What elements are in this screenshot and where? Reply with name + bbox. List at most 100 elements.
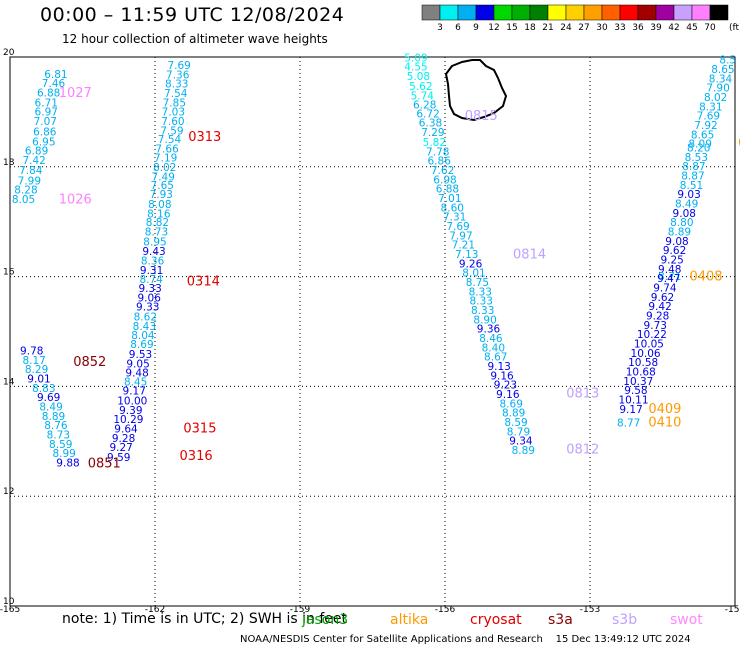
wave-height-point: 8.73 [47, 430, 70, 442]
wave-height-point: 9.08 [665, 236, 688, 248]
colorbar-unit: (ft) [729, 23, 740, 33]
pass-time-label: 0852 [73, 355, 106, 370]
colorbar-label: 9 [473, 23, 479, 33]
wave-height-point: 9.17 [619, 404, 642, 416]
wave-height-point: 6.38 [419, 118, 442, 130]
colorbar-label: 3 [437, 23, 443, 33]
wave-height-point: 8.76 [44, 420, 68, 432]
wave-height-point: 8.02 [153, 162, 176, 174]
lon-tick-label: -153 [580, 605, 600, 615]
wave-height-point: 6.98 [433, 174, 456, 186]
wave-height-point: 8.09 [689, 139, 712, 151]
wave-height-point: 7.85 [163, 97, 186, 109]
legend-s3a: s3a [548, 612, 573, 628]
pass-time-label: 1026 [59, 193, 92, 208]
wave-height-point: 8.99 [52, 448, 75, 460]
wave-height-point: 6.88 [37, 88, 60, 100]
colorbar-swatch [457, 4, 477, 21]
wave-height-point: 8.36 [141, 256, 165, 268]
wave-height-point: 7.42 [22, 155, 45, 167]
wave-height-point: 6.95 [32, 136, 55, 148]
wave-height-point: 8.59 [49, 439, 72, 451]
wave-height-point: 7.49 [152, 172, 175, 184]
colorbar-swatch [583, 4, 603, 21]
pass-time-label: 0316 [180, 449, 213, 464]
pass-time-label: 0409 [648, 402, 681, 417]
colorbar-label: 42 [668, 23, 679, 33]
wave-height-point: 8.53 [685, 152, 708, 164]
legend-altika: altika [390, 612, 429, 628]
colorbar-swatch [637, 4, 657, 21]
wave-height-point: 5.09 [404, 52, 427, 64]
colorbar-label: 36 [632, 23, 644, 33]
wave-height-point: 8.49 [675, 198, 698, 210]
colorbar-label: 33 [614, 23, 625, 33]
hawaii-island-outline [444, 59, 508, 122]
wave-height-point: 7.99 [18, 175, 41, 187]
pass-time-label: 0851 [88, 457, 121, 472]
wave-height-point: 9.08 [673, 208, 696, 220]
wave-height-point: 8.33 [469, 286, 492, 298]
wave-height-point: 6.86 [33, 127, 57, 139]
wave-height-point: 8.28 [14, 185, 37, 197]
wave-height-point: 5.62 [409, 81, 432, 93]
footer-note: note: 1) Time is in UTC; 2) SWH is in fe… [62, 611, 348, 627]
wave-height-point: 7.69 [697, 111, 720, 123]
lon-tick-label: -156 [435, 605, 456, 615]
wave-height-point: 8.65 [691, 129, 714, 141]
lon-tick-label: -162 [145, 605, 165, 615]
wave-height-point: 10.00 [117, 396, 147, 408]
wave-height-point: 8.71 [658, 271, 681, 283]
colorbar-label: 21 [542, 23, 553, 33]
wave-height-point: 10.68 [626, 366, 656, 378]
wave-height-point: 9.27 [109, 442, 132, 454]
wave-height-point: 7.21 [452, 240, 475, 252]
wave-height-point: 8.89 [668, 226, 691, 238]
wave-height-point: 4.55 [404, 62, 427, 74]
colorbar-label: 12 [488, 23, 499, 33]
colorbar-swatch [475, 4, 495, 21]
wave-height-point: 9.59 [107, 452, 130, 464]
colorbar-label: 18 [524, 23, 536, 33]
wave-height-point: 9.13 [487, 361, 510, 373]
pass-time-label: 0813 [566, 386, 599, 401]
wave-height-point: 8.80 [670, 217, 693, 229]
wave-height-point: 9.88 [56, 458, 79, 470]
wave-height-point: 7.92 [694, 120, 717, 132]
wave-height-point: 8.04 [131, 330, 155, 342]
wave-height-point: 8.33 [471, 305, 494, 317]
pass-time-label: 0814 [513, 247, 546, 262]
lat-tick-label: 16 [3, 268, 15, 278]
wave-height-point: 9.31 [140, 265, 163, 277]
lat-tick-label: 14 [3, 377, 15, 387]
wave-height-point: 7.03 [162, 107, 185, 119]
wave-height-point: 7.60 [161, 116, 184, 128]
colorbar-swatch [673, 4, 693, 21]
wave-height-point: 5.74 [411, 90, 435, 102]
colorbar-swatch [601, 4, 621, 21]
lat-tick-label: 20 [3, 48, 15, 58]
wave-height-point: 8.49 [39, 402, 62, 414]
wave-height-point: 7.29 [421, 127, 444, 139]
wave-height-point: 9.62 [651, 292, 674, 304]
wave-height-point: 10.37 [623, 376, 653, 388]
wave-height-point: 9.17 [123, 386, 146, 398]
lon-tick-label: -150 [725, 605, 740, 615]
colorbar-label: 30 [596, 23, 608, 33]
wave-height-point: 6.28 [413, 100, 436, 112]
colorbar-swatch [565, 4, 585, 21]
wave-height-point: 8.95 [143, 236, 166, 248]
colorbar-swatch [547, 4, 567, 21]
wave-height-point: 9.43 [142, 246, 165, 258]
wave-height-point: 8.33 [470, 296, 493, 308]
map-frame [9, 56, 736, 607]
colorbar-label: 45 [686, 23, 697, 33]
pass-time-label: 0315 [183, 422, 216, 437]
colorbar-swatch [421, 4, 441, 21]
wave-height-point: 8.60 [441, 202, 464, 214]
wave-height-point: 7.13 [455, 249, 478, 261]
wave-height-point: 9.25 [660, 254, 683, 266]
wave-height-point: 9.42 [648, 301, 671, 313]
wave-height-point: 8.20 [687, 142, 710, 154]
